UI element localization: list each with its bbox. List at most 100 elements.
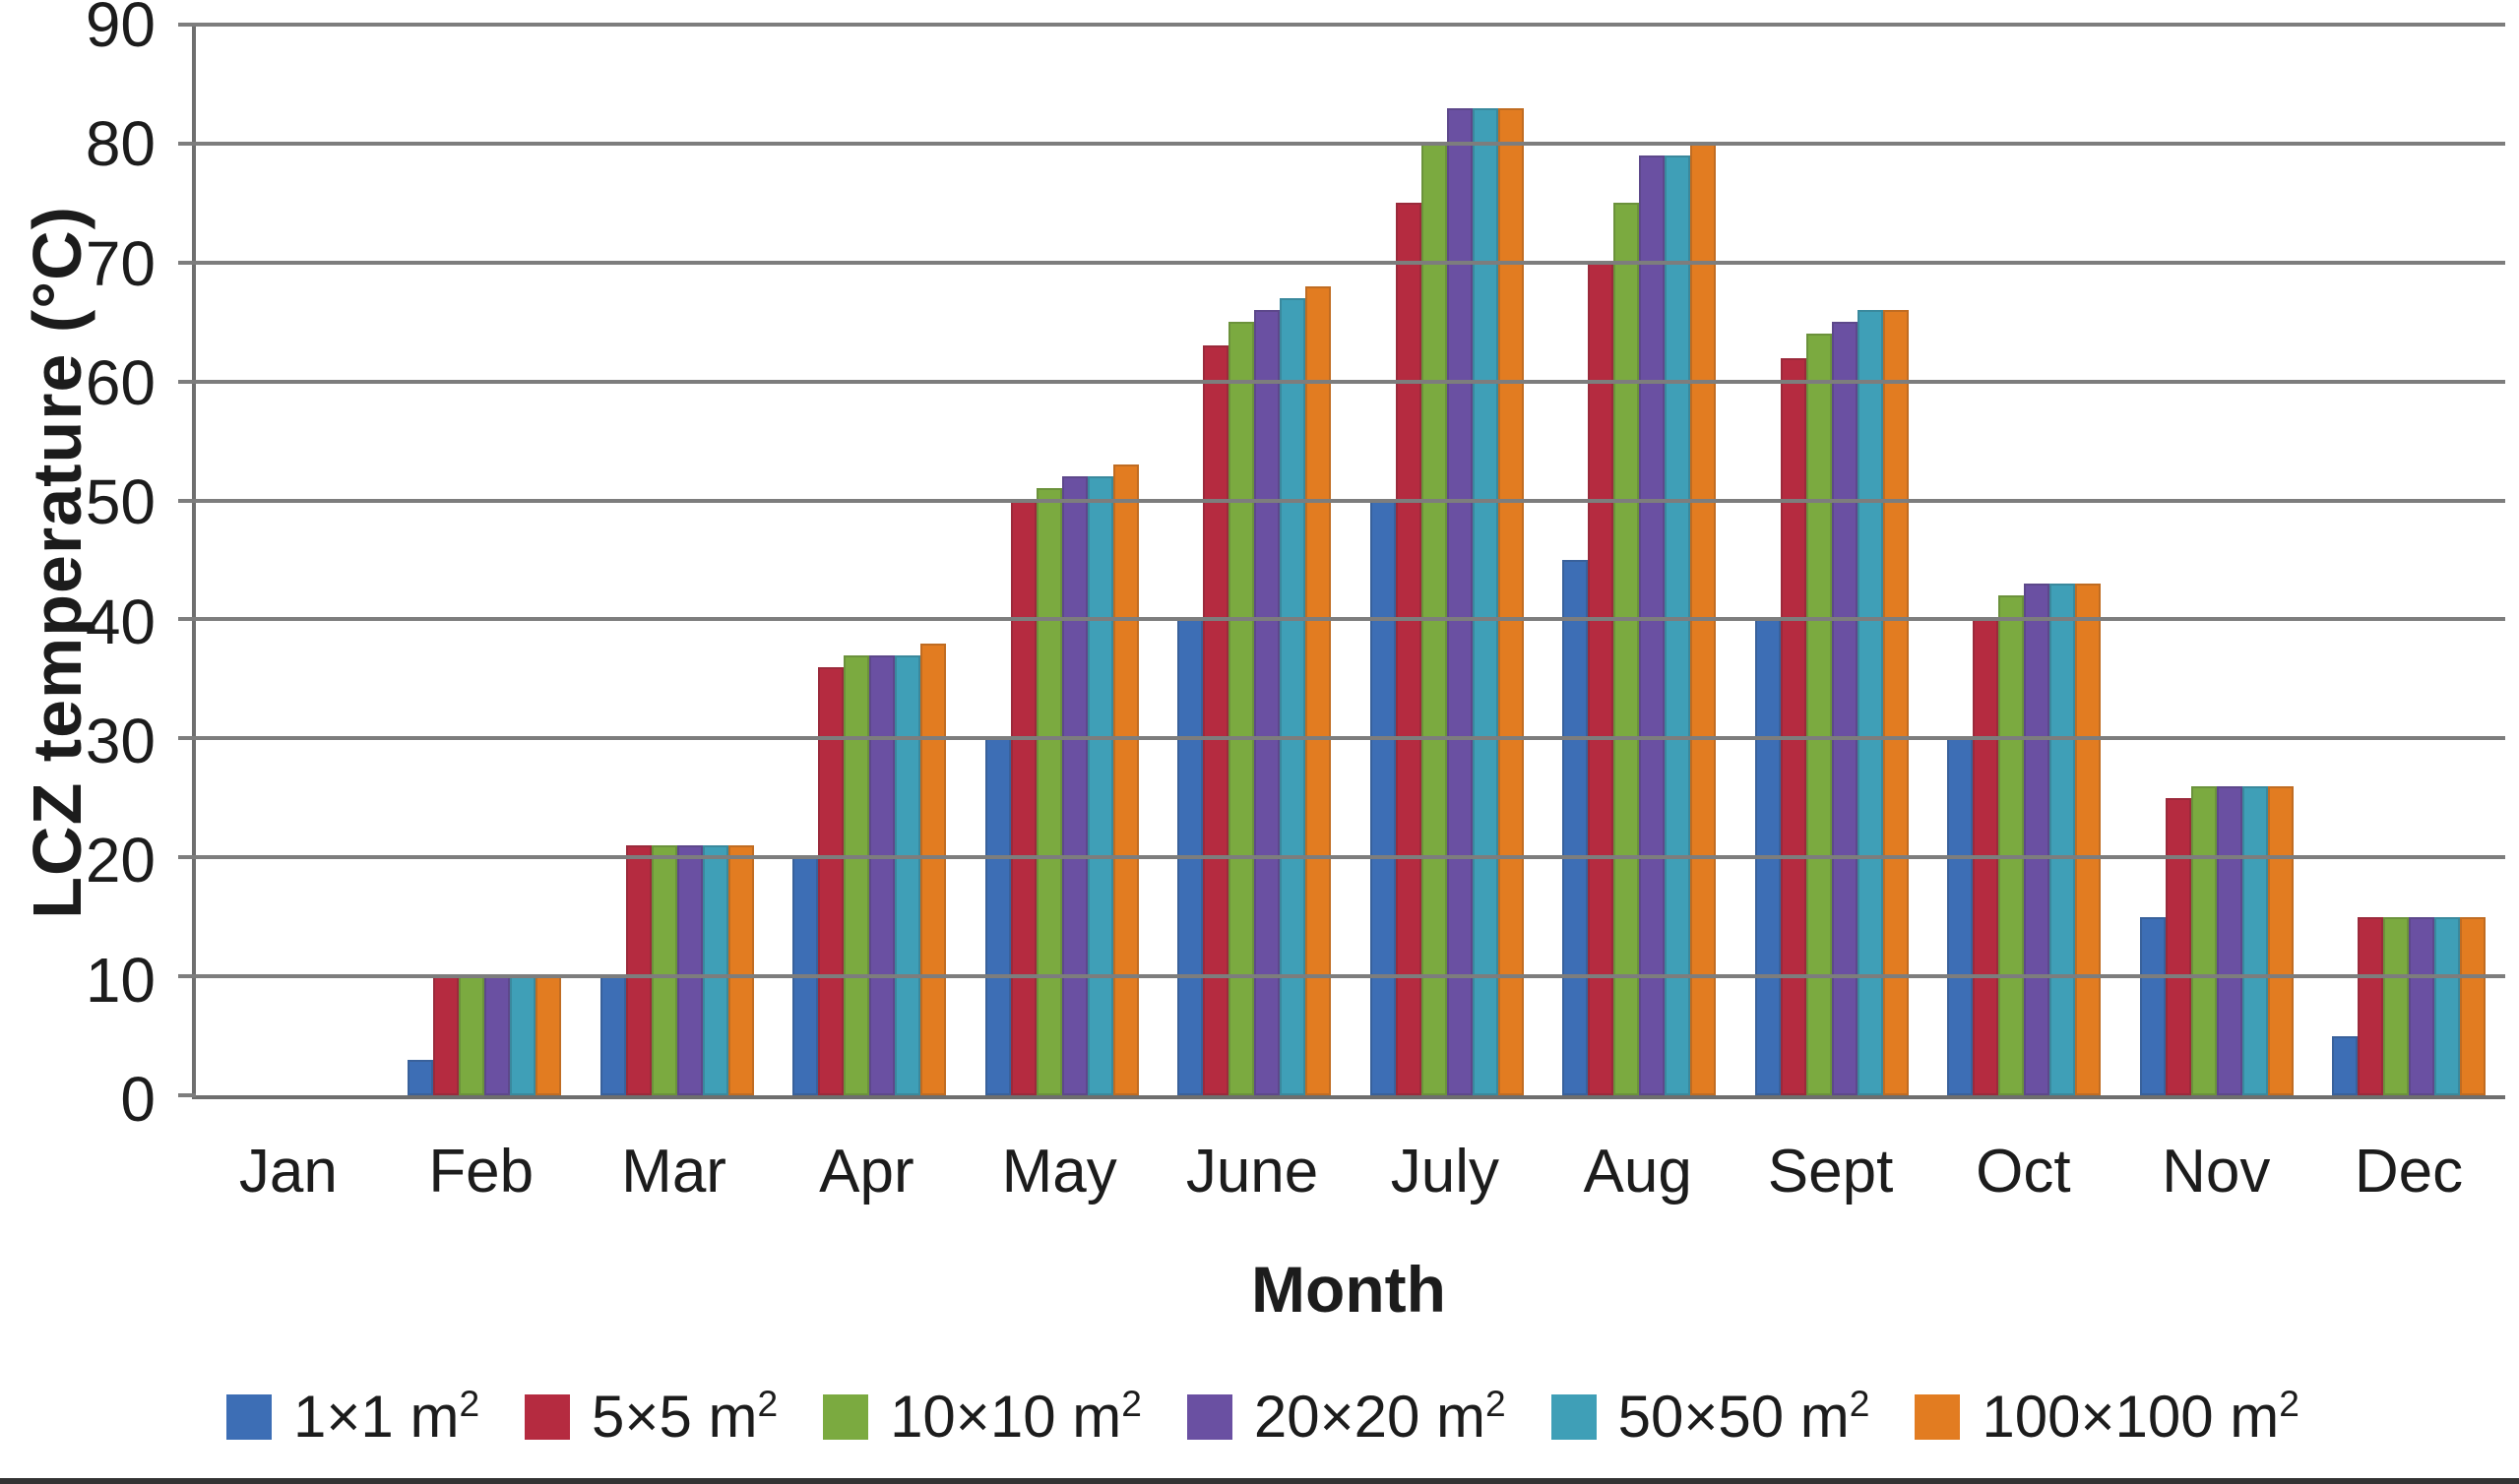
x-tick-label-nov: Nov	[2162, 1137, 2271, 1206]
bar-july-100×100 m²	[1497, 107, 1524, 1095]
gridline-50	[196, 498, 2505, 503]
y-tick-mark-70	[178, 260, 196, 265]
bar-june-5×5 m²	[1203, 345, 1229, 1095]
bar-group-jan	[196, 25, 389, 1095]
gridline-10	[196, 974, 2505, 979]
bar-may-50×50 m²	[1087, 476, 1113, 1095]
legend-item-100×100 m²: 100×100 m2	[1915, 1383, 2299, 1450]
bar-dec-50×50 m²	[2434, 916, 2461, 1095]
bar-group-dec	[2313, 25, 2506, 1095]
bar-group-feb	[389, 25, 582, 1095]
gridline-70	[196, 260, 2505, 265]
bar-mar-1×1 m²	[599, 976, 626, 1095]
legend-label: 20×20 m2	[1253, 1383, 1506, 1450]
legend: 1×1 m2 5×5 m2 10×10 m2 20×20 m2 50×50 m2 100×…	[226, 1376, 2299, 1458]
bar-may-20×20 m²	[1061, 476, 1088, 1095]
bar-oct-100×100 m²	[2075, 584, 2102, 1095]
bar-nov-50×50 m²	[2241, 785, 2268, 1095]
bar-nov-20×20 m²	[2216, 785, 2242, 1095]
x-tick-label-dec: Dec	[2354, 1137, 2464, 1206]
bar-mar-5×5 m²	[625, 845, 652, 1095]
y-tick-mark-10	[178, 974, 196, 979]
bar-oct-50×50 m²	[2049, 584, 2076, 1095]
bar-sept-50×50 m²	[1857, 310, 1883, 1095]
bar-group-july	[1351, 25, 1543, 1095]
bar-july-1×1 m²	[1369, 500, 1396, 1095]
y-tick-label-60: 60	[85, 347, 156, 418]
y-tick-mark-30	[178, 736, 196, 741]
bar-may-1×1 m²	[984, 738, 1011, 1095]
bar-oct-10×10 m²	[1998, 595, 2025, 1095]
bar-group-may	[966, 25, 1159, 1095]
bar-mar-100×100 m²	[727, 845, 754, 1095]
legend-item-10×10 m²: 10×10 m2	[823, 1383, 1142, 1450]
bar-group-nov	[2120, 25, 2313, 1095]
gridline-40	[196, 617, 2505, 622]
bar-aug-10×10 m²	[1613, 203, 1640, 1095]
bar-feb-50×50 m²	[510, 976, 536, 1095]
y-tick-mark-80	[178, 141, 196, 146]
x-axis-title: Month	[1251, 1253, 1446, 1326]
legend-item-20×20 m²: 20×20 m2	[1186, 1383, 1506, 1450]
x-tick-label-aug: Aug	[1583, 1137, 1692, 1206]
bar-group-oct	[1928, 25, 2121, 1095]
bar-nov-10×10 m²	[2190, 785, 2217, 1095]
bar-nov-5×5 m²	[2165, 797, 2191, 1095]
bar-nov-100×100 m²	[2267, 785, 2294, 1095]
bar-dec-20×20 m²	[2409, 916, 2435, 1095]
bar-may-5×5 m²	[1010, 500, 1037, 1095]
x-tick-label-mar: Mar	[621, 1137, 726, 1206]
legend-item-50×50 m²: 50×50 m2	[1550, 1385, 1869, 1447]
bar-oct-1×1 m²	[1947, 738, 1974, 1095]
bar-aug-1×1 m²	[1562, 560, 1589, 1095]
legend-label: 10×10 m2	[890, 1383, 1142, 1450]
bar-apr-100×100 m²	[920, 643, 947, 1095]
y-tick-mark-0	[178, 1093, 196, 1097]
bar-july-50×50 m²	[1472, 107, 1498, 1095]
bar-dec-10×10 m²	[2383, 916, 2410, 1095]
bar-sept-20×20 m²	[1831, 322, 1858, 1095]
gridline-60	[196, 379, 2505, 384]
x-tick-label-jan: Jan	[238, 1137, 338, 1206]
gridline-30	[196, 736, 2505, 741]
bar-group-sept	[1735, 25, 1928, 1095]
bar-feb-20×20 m²	[484, 976, 511, 1095]
x-tick-label-july: July	[1390, 1137, 1500, 1206]
bar-mar-20×20 m²	[676, 845, 703, 1095]
y-axis-tick-labels: 0 10 20 30 40 50 60 70 80 90	[0, 0, 156, 1131]
bar-aug-5×5 m²	[1588, 262, 1614, 1095]
bar-dec-1×1 m²	[2332, 1035, 2359, 1095]
legend-swatch-icon	[525, 1394, 571, 1440]
bar-apr-50×50 m²	[895, 654, 921, 1095]
x-tick-label-apr: Apr	[819, 1137, 914, 1206]
x-tick-label-june: June	[1185, 1137, 1319, 1206]
bar-sept-10×10 m²	[1805, 334, 1832, 1095]
legend-label: 100×100 m2	[1982, 1383, 2299, 1450]
legend-swatch-icon	[823, 1394, 869, 1440]
y-tick-label-10: 10	[85, 944, 156, 1016]
y-tick-mark-50	[178, 498, 196, 503]
bar-july-5×5 m²	[1395, 203, 1421, 1095]
y-tick-label-90: 90	[85, 0, 156, 60]
bar-dec-100×100 m²	[2460, 916, 2487, 1095]
bar-feb-100×100 m²	[535, 976, 562, 1095]
y-tick-mark-40	[178, 617, 196, 622]
bar-sept-100×100 m²	[1882, 310, 1909, 1095]
x-tick-label-sept: Sept	[1767, 1137, 1894, 1206]
bar-june-10×10 m²	[1228, 322, 1255, 1095]
bar-dec-5×5 m²	[2358, 916, 2384, 1095]
bar-oct-20×20 m²	[2024, 584, 2050, 1095]
bar-aug-20×20 m²	[1639, 155, 1666, 1095]
gridline-90	[196, 23, 2505, 27]
bars-layer	[196, 25, 2505, 1095]
y-tick-mark-20	[178, 855, 196, 860]
gridline-20	[196, 855, 2505, 860]
y-tick-label-80: 80	[85, 108, 156, 180]
legend-label: 5×5 m2	[592, 1383, 779, 1450]
bar-may-10×10 m²	[1036, 488, 1062, 1095]
bar-june-100×100 m²	[1305, 285, 1332, 1095]
figure-bottom-border	[0, 1478, 2519, 1484]
bar-june-50×50 m²	[1280, 298, 1306, 1095]
bar-apr-20×20 m²	[869, 654, 896, 1095]
